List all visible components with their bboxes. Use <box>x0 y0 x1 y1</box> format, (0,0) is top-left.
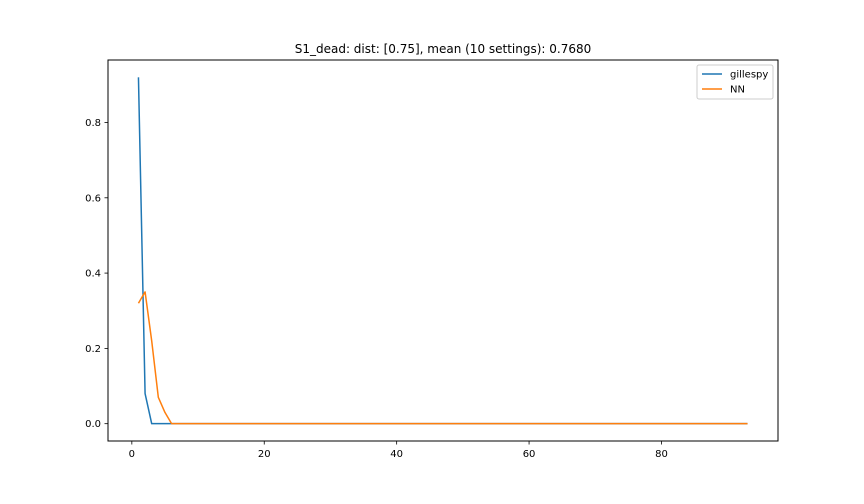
x-tick-label: 80 <box>655 449 668 460</box>
y-tick-label: 0.8 <box>85 118 101 129</box>
axes-frame <box>107 59 779 442</box>
chart-title: S1_dead: dist: [0.75], mean (10 settings… <box>295 42 592 56</box>
x-tick-label: 0 <box>129 449 135 460</box>
y-tick-label: 0.0 <box>85 419 101 430</box>
y-tick-label: 0.4 <box>85 269 101 280</box>
x-tick-label: 20 <box>258 449 271 460</box>
legend: gillespy NN <box>696 64 774 100</box>
plot-area <box>137 77 748 425</box>
x-tick-label: 40 <box>390 449 403 460</box>
legend-label-nn: NN <box>730 85 745 96</box>
legend-label-gillespy: gillespy <box>730 70 768 81</box>
series-line-nn <box>137 291 748 425</box>
y-tick-label: 0.6 <box>85 193 101 204</box>
x-axis: 0 20 40 60 80 <box>129 441 668 460</box>
x-tick-label: 60 <box>523 449 536 460</box>
y-axis: 0.0 0.2 0.4 0.6 0.8 <box>85 118 108 430</box>
y-tick-label: 0.2 <box>85 344 101 355</box>
